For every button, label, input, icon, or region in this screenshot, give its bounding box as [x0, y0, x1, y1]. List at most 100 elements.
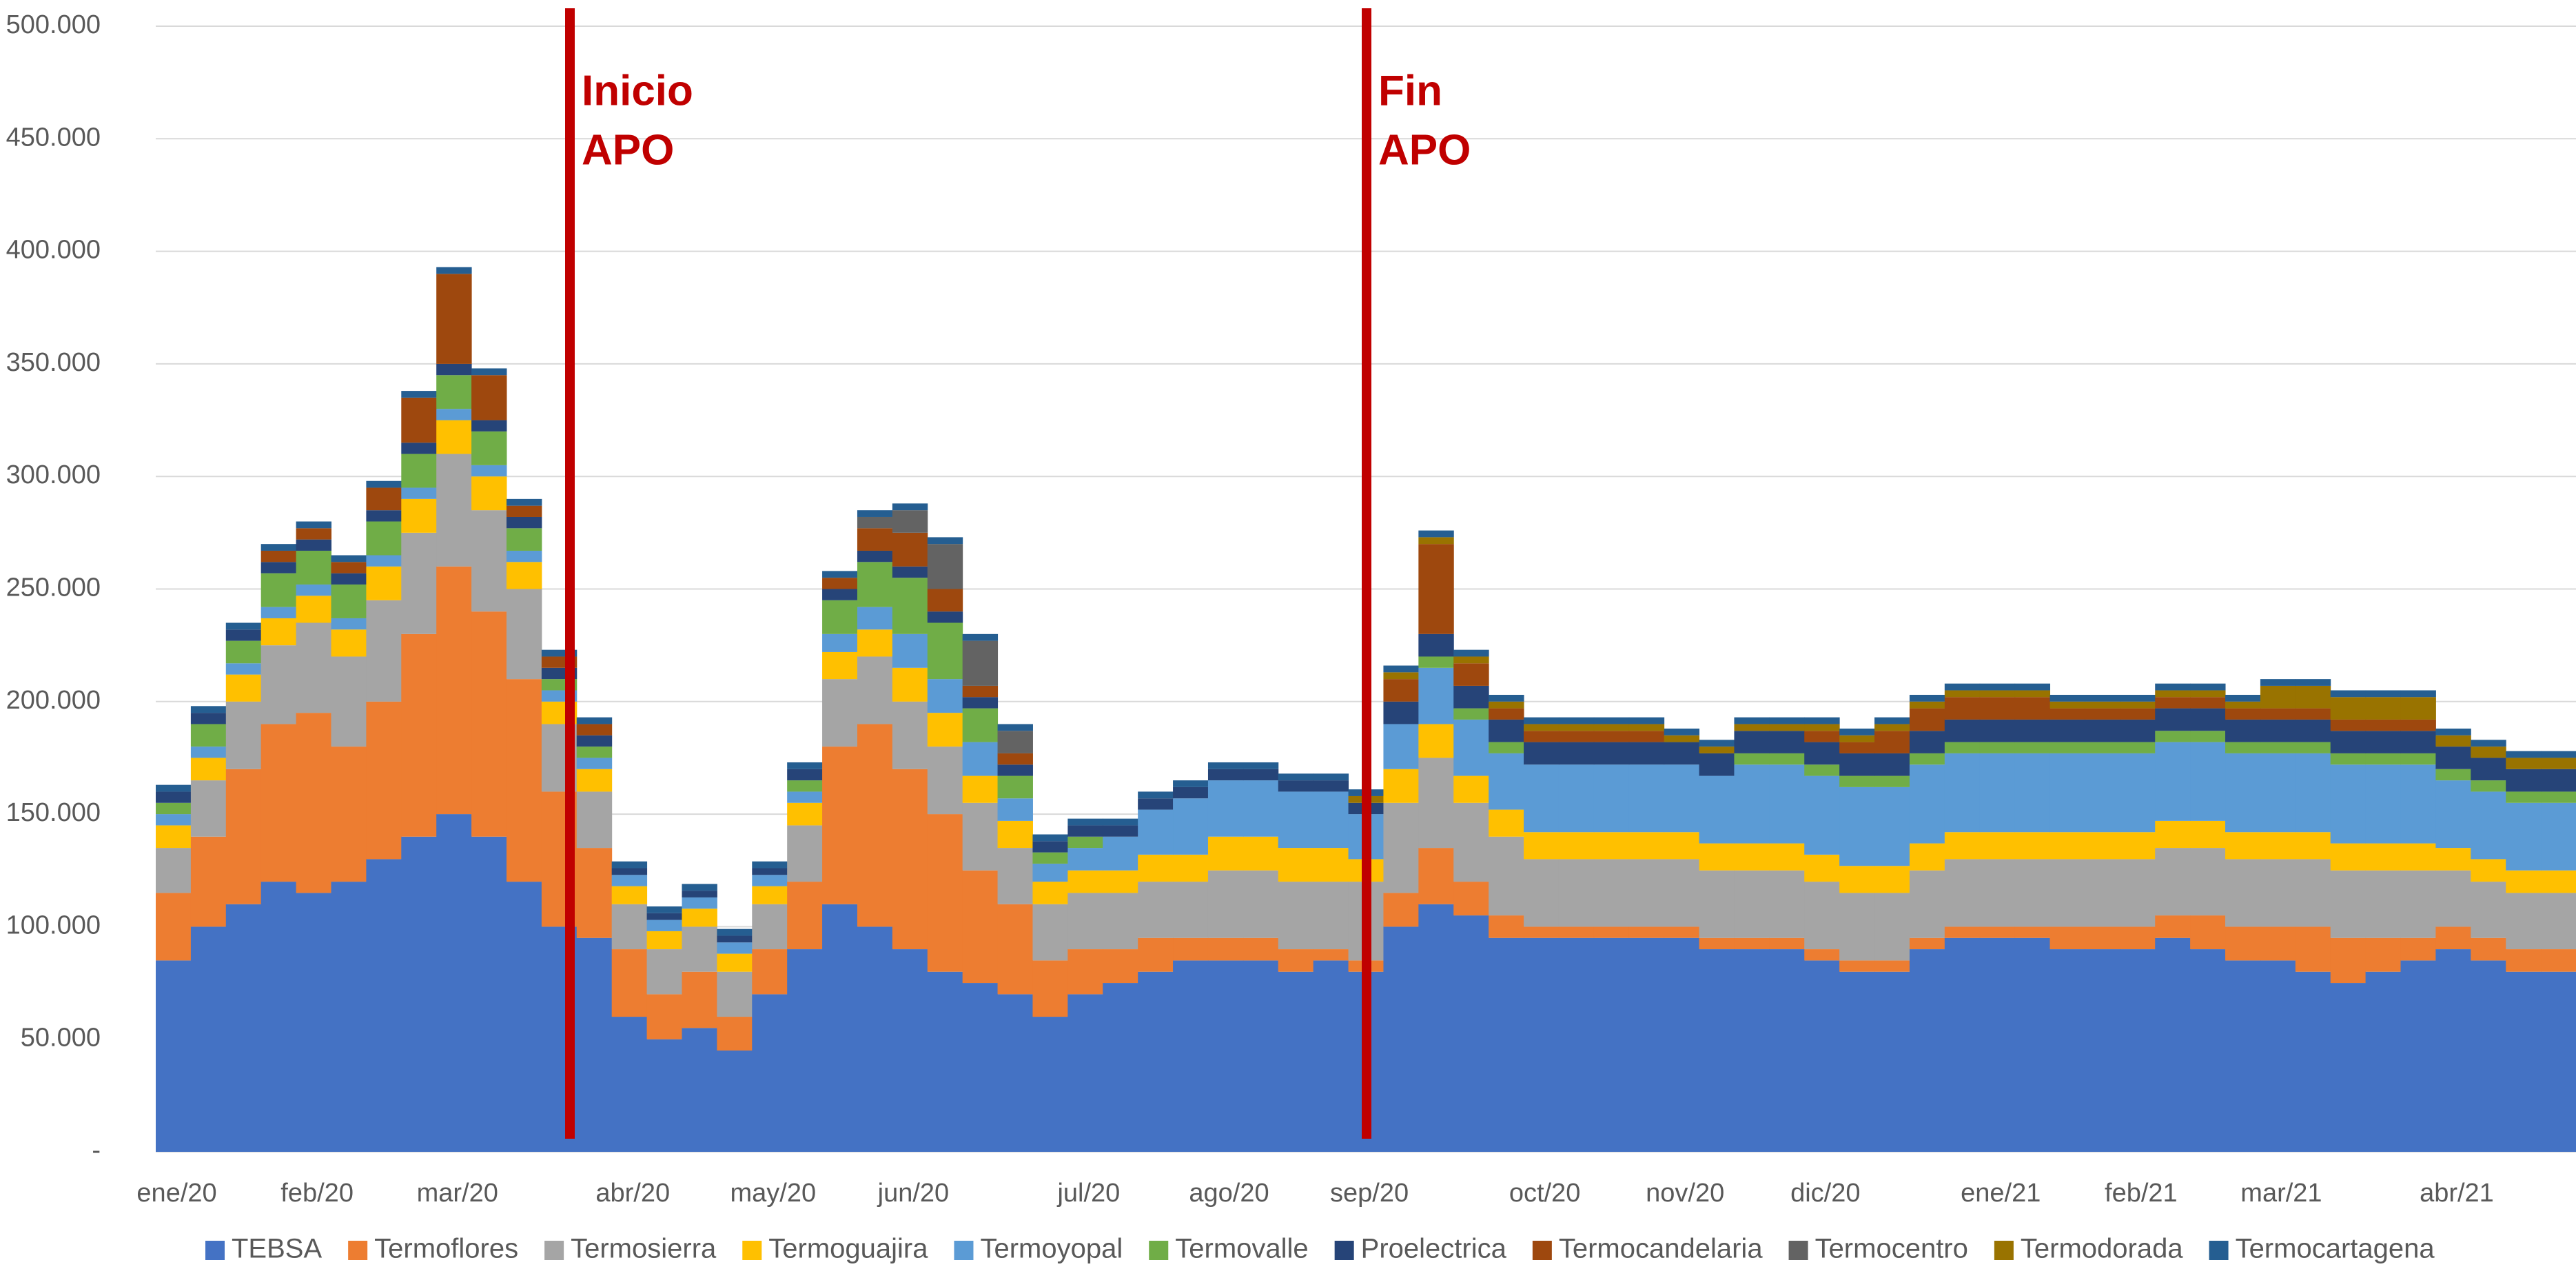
- bar-segment: [506, 498, 542, 506]
- bar-segment: [1418, 667, 1454, 724]
- bar-segment: [225, 701, 262, 769]
- bar-segment: [541, 649, 577, 657]
- bar-segment: [260, 562, 297, 573]
- bar-segment: [2330, 870, 2367, 938]
- bar-segment: [2120, 832, 2156, 860]
- bar-segment: [2049, 742, 2085, 753]
- bar-segment: [1664, 832, 1700, 860]
- bar-segment: [331, 747, 367, 882]
- bar-segment: [1593, 926, 1630, 938]
- bar-segment: [1383, 724, 1419, 769]
- bar-segment: [857, 724, 893, 927]
- bar-segment: [471, 611, 507, 837]
- bar-segment: [2365, 870, 2402, 938]
- bar-segment: [2541, 893, 2576, 950]
- bar-segment: [436, 267, 472, 274]
- bar-segment: [225, 904, 262, 1152]
- bar-segment: [1628, 832, 1665, 860]
- bar-segment: [1173, 786, 1209, 799]
- bar-segment: [225, 769, 262, 904]
- bar-segment: [2120, 742, 2156, 753]
- bar-segment: [1944, 742, 1981, 753]
- bar-segment: [1874, 866, 1910, 893]
- bar-segment: [1453, 915, 1489, 1152]
- bar-segment: [1138, 809, 1174, 855]
- bar-segment: [2155, 708, 2191, 731]
- bar-segment: [366, 521, 402, 556]
- bar-segment: [892, 532, 928, 567]
- bar-segment: [892, 949, 928, 1152]
- bar-segment: [471, 465, 507, 477]
- bar-segment: [1278, 848, 1314, 882]
- bar-segment: [1418, 530, 1454, 538]
- bar-segment: [1103, 836, 1138, 871]
- bar-segment: [857, 656, 893, 724]
- y-tick-label: 150.000: [6, 798, 101, 827]
- bar-segment: [2365, 697, 2402, 720]
- bar-segment: [2190, 742, 2226, 821]
- bar-segment: [927, 814, 963, 972]
- bar-segment: [857, 528, 893, 551]
- bar-segment: [2435, 926, 2471, 950]
- bar-segment: [997, 994, 1033, 1152]
- bar-segment: [1979, 753, 2016, 833]
- bar-segment: [1103, 893, 1138, 950]
- bar-segment: [190, 747, 227, 758]
- bar-segment: [1313, 791, 1349, 849]
- bar-segment: [787, 882, 823, 950]
- bar-segment: [2085, 753, 2120, 833]
- bar-segment: [1734, 731, 1770, 753]
- bar-segment: [962, 697, 999, 709]
- bar-segment: [1979, 690, 2016, 698]
- bar-segment: [2190, 683, 2226, 691]
- legend-swatch: [954, 1241, 974, 1260]
- bar-segment: [366, 487, 402, 511]
- bar-segment: [1734, 764, 1770, 844]
- bar-segment: [1313, 780, 1349, 792]
- bar-segment: [2435, 728, 2471, 735]
- bar-segment: [2365, 937, 2402, 972]
- bar-segment: [962, 983, 999, 1152]
- bar-segment: [2155, 731, 2191, 742]
- bar-segment: [1524, 724, 1560, 731]
- bar-segment: [822, 633, 858, 652]
- bar-segment: [682, 1028, 717, 1152]
- bar-segment: [296, 584, 331, 596]
- bar-segment: [1558, 764, 1595, 833]
- bar-segment: [1699, 753, 1735, 776]
- bar-segment: [2400, 719, 2436, 731]
- bar-segment: [1243, 769, 1279, 781]
- bar-segment: [2014, 697, 2051, 720]
- bar-segment: [1558, 937, 1595, 1152]
- bar-segment: [1453, 719, 1489, 776]
- bar-segment: [2155, 697, 2191, 709]
- bar-segment: [1769, 870, 1805, 938]
- bar-segment: [2155, 690, 2191, 698]
- bar-segment: [436, 274, 472, 364]
- bar-segment: [366, 859, 402, 1152]
- bar-segment: [2330, 731, 2367, 753]
- bar-segment: [471, 375, 507, 420]
- bar-segment: [2049, 753, 2085, 833]
- bar-segment: [1489, 708, 1524, 720]
- bar-segment: [1489, 695, 1524, 702]
- bar-segment: [2085, 695, 2120, 702]
- x-tick-label: jul/20: [1056, 1179, 1120, 1208]
- bar-segment: [576, 769, 613, 792]
- bar-segment: [1489, 719, 1524, 742]
- bar-segment: [1418, 724, 1454, 758]
- bar-segment: [2330, 719, 2367, 731]
- bar-segment: [506, 882, 542, 1152]
- bar-segment: [576, 758, 613, 769]
- bar-segment: [717, 942, 753, 954]
- bar-segment: [822, 578, 858, 589]
- y-tick-label: 450.000: [6, 123, 101, 152]
- bar-segment: [190, 713, 227, 724]
- bar-segment: [1979, 832, 2016, 860]
- bar-segment: [1524, 926, 1560, 938]
- bar-segment: [2085, 949, 2120, 1152]
- bar-segment: [1207, 870, 1244, 938]
- bar-segment: [717, 928, 753, 936]
